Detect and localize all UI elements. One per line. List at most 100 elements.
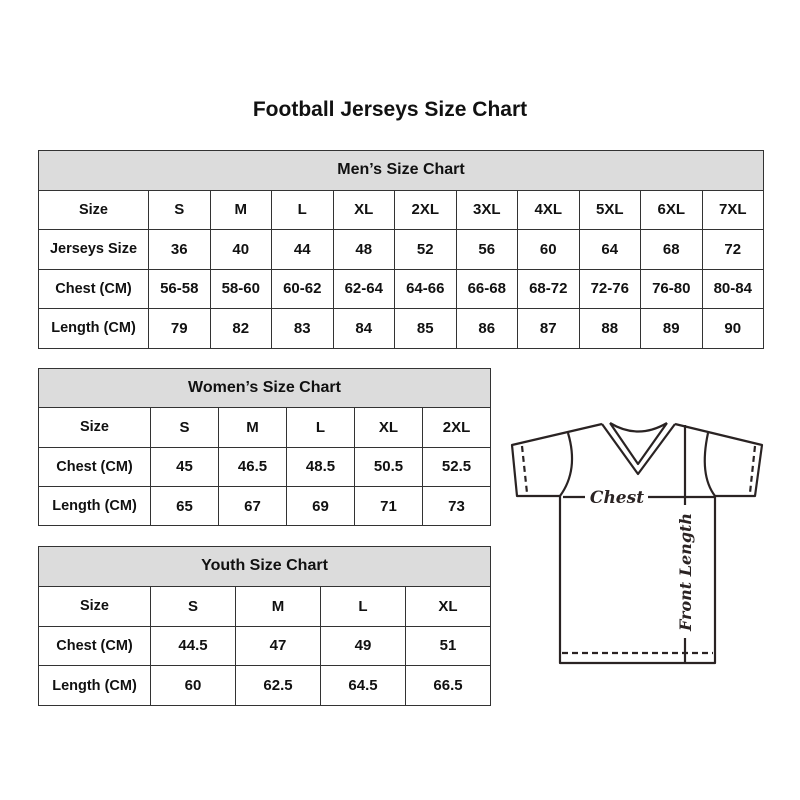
table-cell: 68-72 — [517, 268, 580, 309]
row-label: Length (CM) — [38, 485, 151, 527]
table-cell: 48.5 — [286, 446, 355, 487]
table-cell: 64 — [578, 229, 641, 270]
table-cell: 90 — [701, 308, 764, 349]
table-cell: XL — [405, 585, 491, 627]
table-cell: 73 — [422, 485, 491, 527]
table-cell: 49 — [320, 625, 406, 667]
table-row: Length (CM) 79 82 83 84 85 86 87 88 89 90 — [38, 308, 764, 349]
table-cell: 7XL — [701, 189, 764, 230]
table-cell: 46.5 — [218, 446, 287, 487]
table-cell: M — [209, 189, 272, 230]
table-row: Size S M L XL 2XL 3XL 4XL 5XL 6XL 7XL — [38, 189, 764, 230]
table-cell: 66.5 — [405, 665, 491, 707]
table-cell: M — [235, 585, 321, 627]
table-cell: 82 — [209, 308, 272, 349]
table-cell: 60 — [150, 665, 236, 707]
table-cell: 86 — [455, 308, 518, 349]
table-title: Women’s Size Chart — [38, 367, 491, 409]
row-label: Size — [38, 189, 149, 230]
table-cell: S — [150, 585, 236, 627]
row-label: Size — [38, 585, 151, 627]
youth-size-table: Youth Size Chart Size S M L XL Chest (CM) 44.5 4… — [38, 546, 491, 707]
table-cell: 66-68 — [455, 268, 518, 309]
table-title: Youth Size Chart — [38, 546, 491, 587]
table-cell: 44.5 — [150, 625, 236, 667]
page-title: Football Jerseys Size Chart — [252, 98, 528, 121]
table-cell: 62.5 — [235, 665, 321, 707]
table-cell: 40 — [209, 229, 272, 270]
row-label: Chest (CM) — [38, 446, 151, 487]
table-row: Chest (CM) 45 46.5 48.5 50.5 52.5 — [38, 446, 491, 487]
table-cell: 6XL — [640, 189, 703, 230]
table-row: Jerseys Size 36 40 44 48 52 56 60 64 68 72 — [38, 229, 764, 270]
table-row: Chest (CM) 44.5 47 49 51 — [38, 625, 491, 667]
mens-size-table: Men’s Size Chart Size S M L XL 2XL 3XL 4XL 5XL 6XL… — [38, 150, 764, 349]
table-cell: 50.5 — [354, 446, 423, 487]
table-cell: 64.5 — [320, 665, 406, 707]
table-cell: 48 — [332, 229, 395, 270]
table-cell: 67 — [218, 485, 287, 527]
table-cell: 56 — [455, 229, 518, 270]
table-cell: 44 — [271, 229, 334, 270]
table-row: Size S M L XL 2XL — [38, 407, 491, 448]
table-cell: 72-76 — [578, 268, 641, 309]
row-label: Length (CM) — [38, 308, 149, 349]
table-cell: 79 — [148, 308, 211, 349]
row-label: Chest (CM) — [38, 268, 149, 309]
table-cell: 52 — [394, 229, 457, 270]
jersey-outline — [510, 422, 764, 665]
jersey-diagram: Chest Front Length — [510, 422, 764, 665]
table-cell: 3XL — [455, 189, 518, 230]
row-label: Size — [38, 407, 151, 448]
womens-size-table: Women’s Size Chart Size S M L XL 2XL Chest (CM)… — [38, 367, 491, 527]
table-cell: 5XL — [578, 189, 641, 230]
table-cell: 80-84 — [701, 268, 764, 309]
table-cell: 51 — [405, 625, 491, 667]
table-cell: 56-58 — [148, 268, 211, 309]
table-cell: S — [148, 189, 211, 230]
table-row: Length (CM) 65 67 69 71 73 — [38, 485, 491, 527]
table-cell: 64-66 — [394, 268, 457, 309]
table-row: Size S M L XL — [38, 585, 491, 627]
table-cell: 58-60 — [209, 268, 272, 309]
table-cell: 62-64 — [332, 268, 395, 309]
row-label: Jerseys Size — [38, 229, 149, 270]
table-row: Chest (CM) 56-58 58-60 60-62 62-64 64-66 66-68… — [38, 268, 764, 309]
table-cell: 89 — [640, 308, 703, 349]
table-cell: 60 — [517, 229, 580, 270]
row-label: Chest (CM) — [38, 625, 151, 667]
table-title: Men’s Size Chart — [38, 150, 764, 191]
table-cell: 87 — [517, 308, 580, 349]
table-cell: XL — [354, 407, 423, 448]
table-cell: 76-80 — [640, 268, 703, 309]
table-cell: 71 — [354, 485, 423, 527]
table-cell: 69 — [286, 485, 355, 527]
table-cell: 68 — [640, 229, 703, 270]
table-cell: 88 — [578, 308, 641, 349]
collar-inner — [609, 422, 668, 466]
table-cell: M — [218, 407, 287, 448]
table-cell: 2XL — [394, 189, 457, 230]
collar-outer — [601, 423, 676, 476]
table-cell: 2XL — [422, 407, 491, 448]
table-cell: XL — [332, 189, 395, 230]
row-label: Length (CM) — [38, 665, 151, 707]
table-cell: 83 — [271, 308, 334, 349]
table-cell: L — [286, 407, 355, 448]
table-cell: 52.5 — [422, 446, 491, 487]
table-row: Length (CM) 60 62.5 64.5 66.5 — [38, 665, 491, 707]
table-cell: L — [320, 585, 406, 627]
table-cell: 47 — [235, 625, 321, 667]
table-cell: L — [271, 189, 334, 230]
table-cell: 36 — [148, 229, 211, 270]
table-cell: S — [150, 407, 219, 448]
table-cell: 65 — [150, 485, 219, 527]
table-cell: 84 — [332, 308, 395, 349]
table-cell: 45 — [150, 446, 219, 487]
chest-label: Chest — [590, 488, 644, 508]
front-length-label: Front Length — [676, 513, 695, 632]
table-cell: 60-62 — [271, 268, 334, 309]
table-cell: 72 — [701, 229, 764, 270]
table-cell: 85 — [394, 308, 457, 349]
table-cell: 4XL — [517, 189, 580, 230]
